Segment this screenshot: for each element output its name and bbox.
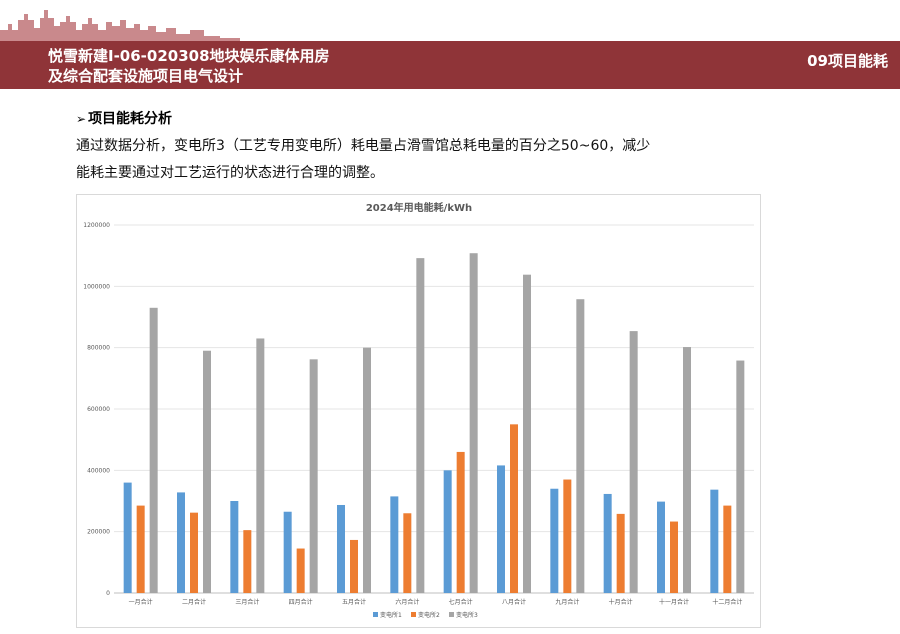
- x-tick-label: 十月合计: [609, 598, 633, 606]
- x-tick-label: 十二月合计: [712, 598, 742, 606]
- chart-title: 2024年用电能耗/kWh: [366, 201, 472, 214]
- bar-变电所3-十二月合计: [736, 360, 745, 593]
- bar-变电所1-十月合计: [603, 493, 612, 593]
- legend-swatch: [373, 612, 378, 617]
- bar-变电所2-二月合计: [190, 512, 198, 593]
- bar-变电所2-十月合计: [616, 513, 625, 593]
- bar-变电所1-四月合计: [283, 511, 292, 593]
- x-tick-label: 三月合计: [235, 598, 259, 606]
- legend-swatch: [411, 612, 416, 617]
- bar-变电所3-六月合计: [416, 258, 425, 593]
- y-tick-label: 200000: [87, 529, 110, 536]
- arrow-bullet-icon: ➢: [76, 112, 87, 126]
- bar-变电所1-六月合计: [390, 496, 399, 593]
- bar-变电所2-八月合计: [510, 424, 518, 593]
- grid-lines: [114, 224, 754, 594]
- x-tick-label: 二月合计: [182, 598, 206, 606]
- x-tick-label: 八月合计: [502, 598, 526, 606]
- bar-变电所1-一月合计: [123, 482, 132, 593]
- bar-变电所1-三月合计: [230, 501, 239, 593]
- y-tick-label: 0: [106, 590, 110, 597]
- bar-变电所3-二月合计: [203, 350, 211, 593]
- bar-变电所1-九月合计: [550, 488, 559, 593]
- bar-变电所1-五月合计: [337, 504, 345, 593]
- x-tick-label: 七月合计: [449, 598, 473, 606]
- header-title-line2: 及综合配套设施项目电气设计: [48, 67, 244, 85]
- bar-变电所2-一月合计: [136, 505, 145, 593]
- bar-变电所2-六月合计: [403, 513, 412, 593]
- y-tick-label: 800000: [87, 345, 110, 352]
- bar-变电所3-三月合计: [256, 338, 265, 593]
- bar-变电所3-七月合计: [469, 253, 478, 594]
- x-axis-ticks: 一月合计 二月合计 三月合计 四月合计 五月合计 六月合计 七月合计 八月合计 九月合计 十月合计…: [129, 598, 743, 606]
- bar-变电所2-九月合计: [563, 479, 572, 593]
- body-paragraph: 通过数据分析，变电所3（工艺专用变电所）耗电量占滑雪馆总耗电量的百分之50~60…: [76, 133, 706, 187]
- x-tick-label: 五月合计: [342, 598, 366, 606]
- bar-变电所1-七月合计: [443, 470, 452, 593]
- skyline-decoration: [0, 10, 240, 44]
- bar-变电所3-五月合计: [363, 347, 371, 593]
- x-tick-label: 四月合计: [289, 598, 313, 606]
- section-heading: ➢ 项目能耗分析: [76, 108, 172, 128]
- x-tick-label: 九月合计: [555, 598, 579, 606]
- x-tick-label: 十一月合计: [659, 598, 689, 606]
- y-axis-ticks: 0 200000 400000 600000 800000 1000000 1200000: [83, 222, 110, 597]
- bar-变电所2-十一月合计: [670, 521, 678, 593]
- section-label: 09项目能耗: [807, 52, 888, 70]
- bar-变电所3-八月合计: [523, 274, 531, 593]
- y-tick-label: 400000: [87, 467, 110, 474]
- paragraph-line2: 能耗主要通过对工艺运行的状态进行合理的调整。: [76, 165, 384, 181]
- y-tick-label: 1200000: [83, 222, 110, 229]
- bar-变电所3-四月合计: [309, 359, 318, 593]
- bar-变电所2-七月合计: [456, 451, 465, 593]
- bar-变电所2-十二月合计: [723, 505, 732, 593]
- paragraph-line1: 通过数据分析，变电所3（工艺专用变电所）耗电量占滑雪馆总耗电量的百分之50~60…: [76, 138, 651, 154]
- legend-swatch: [449, 612, 454, 617]
- bar-变电所1-十二月合计: [710, 489, 719, 593]
- bar-变电所3-九月合计: [576, 299, 585, 593]
- bars: [123, 253, 745, 594]
- header-title-line1: 悦雪新建I-06-020308地块娱乐康体用房: [48, 47, 330, 65]
- chart-frame: 2024年用电能耗/kWh 0 200000 400000 600000 800000 1…: [76, 194, 761, 628]
- legend-label: 变电所3: [456, 611, 478, 619]
- header-title: 悦雪新建I-06-020308地块娱乐康体用房 及综合配套设施项目电气设计: [48, 46, 428, 86]
- bar-chart: 2024年用电能耗/kWh 0 200000 400000 600000 800000 1…: [83, 201, 754, 619]
- bar-变电所1-二月合计: [177, 492, 185, 593]
- bar-变电所2-四月合计: [296, 548, 305, 593]
- legend: 变电所1 变电所2 变电所3: [373, 611, 478, 619]
- section-heading-text: 项目能耗分析: [88, 111, 173, 127]
- bar-变电所3-十一月合计: [683, 347, 691, 593]
- bar-变电所3-一月合计: [149, 307, 158, 593]
- x-tick-label: 六月合计: [395, 598, 419, 606]
- bar-变电所2-五月合计: [350, 539, 358, 593]
- x-tick-label: 一月合计: [129, 598, 153, 606]
- bar-变电所2-三月合计: [243, 530, 252, 593]
- legend-label: 变电所2: [418, 611, 440, 619]
- y-tick-label: 1000000: [83, 283, 110, 290]
- bar-变电所3-十月合计: [629, 331, 638, 593]
- header-bar: [0, 41, 900, 89]
- legend-label: 变电所1: [380, 611, 402, 619]
- bar-变电所1-八月合计: [497, 465, 505, 593]
- y-tick-label: 600000: [87, 406, 110, 413]
- bar-变电所1-十一月合计: [657, 501, 665, 593]
